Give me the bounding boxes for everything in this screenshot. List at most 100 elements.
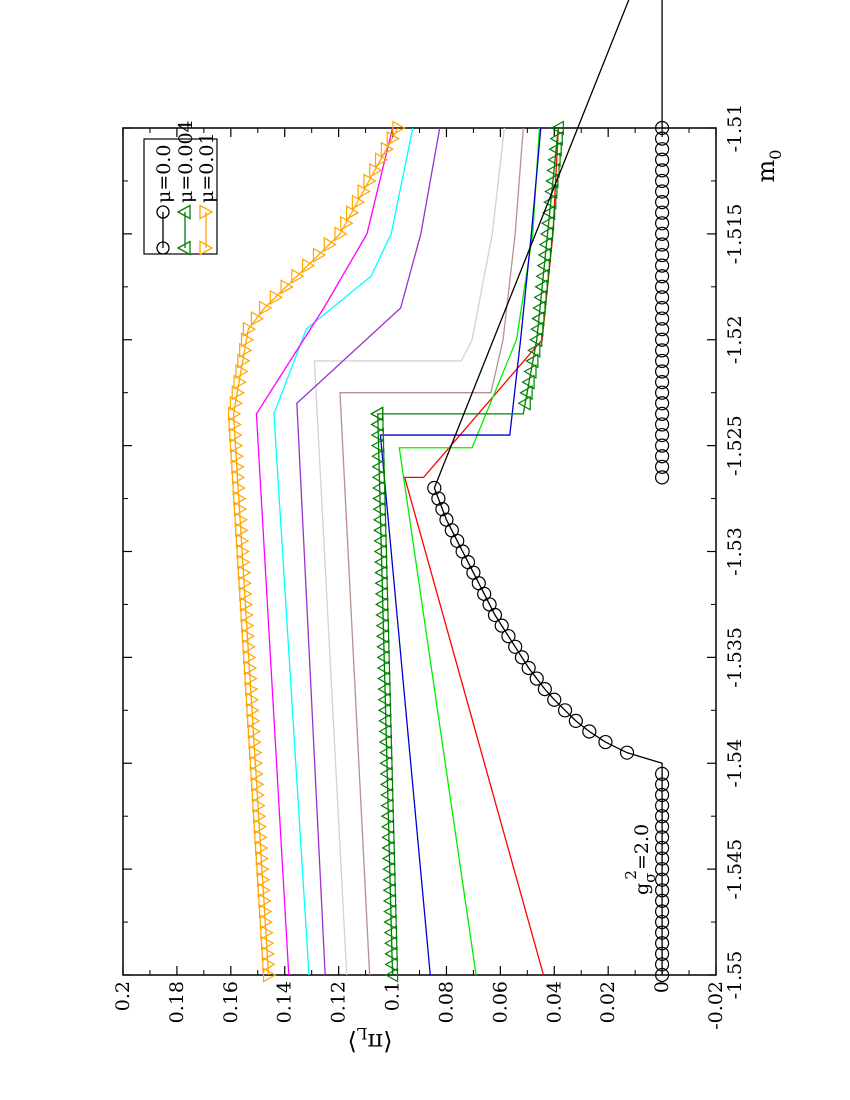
data-point-triangle-up xyxy=(538,236,553,252)
data-point-triangle-down xyxy=(235,363,249,380)
data-point-triangle-up xyxy=(378,723,392,740)
data-point-triangle-down xyxy=(239,596,254,612)
data-point-triangle-down xyxy=(229,438,244,454)
data-point-triangle-down xyxy=(241,628,256,644)
x-tick-label: -1.515 xyxy=(724,203,746,264)
plot-frame xyxy=(122,127,717,976)
data-point-triangle-up xyxy=(532,300,546,316)
data-point-triangle-up xyxy=(373,533,387,549)
data-point-triangle-up xyxy=(374,565,388,581)
data-point-circle xyxy=(654,300,670,316)
data-point-circle xyxy=(494,618,509,633)
data-point-triangle-up xyxy=(535,268,549,284)
data-point-circle xyxy=(654,787,670,803)
data-point-triangle-up xyxy=(546,162,560,178)
data-point-triangle-up xyxy=(521,374,535,390)
data-point-circle xyxy=(654,385,670,400)
data-point-triangle-up xyxy=(517,395,531,411)
data-point-triangle-up xyxy=(529,332,543,348)
data-point-triangle-down xyxy=(227,406,242,422)
data-point-triangle-down xyxy=(251,776,265,792)
data-point-circle xyxy=(654,893,670,908)
legend-entry-mu-001: μ=0.01 xyxy=(196,132,218,256)
data-point-triangle-down xyxy=(258,893,272,909)
y-axis-title: ⟨πL⟩ xyxy=(347,1024,392,1056)
data-point-triangle-up xyxy=(537,247,551,263)
data-point-triangle-down xyxy=(380,141,395,157)
legend-marker-circle xyxy=(156,241,170,255)
data-point-circle xyxy=(654,205,670,220)
data-point-circle xyxy=(654,396,670,411)
data-point-circle xyxy=(654,279,670,294)
data-point-triangle-down xyxy=(334,226,348,242)
data-point-circle xyxy=(654,427,670,443)
data-point-circle xyxy=(654,967,670,983)
data-point-triangle-up xyxy=(378,745,393,761)
data-point-triangle-up xyxy=(381,851,396,867)
data-point-triangle-down xyxy=(386,131,400,147)
data-point-triangle-up xyxy=(519,385,533,401)
y-tick-label: 0.1 xyxy=(382,981,404,1011)
data-point-triangle-down xyxy=(340,215,354,231)
data-point-triangle-down xyxy=(323,236,337,252)
data-point-triangle-up xyxy=(530,321,544,337)
data-point-triangle-down xyxy=(258,300,273,316)
data-point-triangle-up xyxy=(380,787,394,803)
data-point-triangle-up xyxy=(370,438,385,454)
data-point-triangle-down xyxy=(392,120,406,136)
data-point-triangle-down xyxy=(302,258,316,274)
data-point-triangle-down xyxy=(233,491,247,507)
legend-marker-triangle-down xyxy=(199,240,214,256)
data-point-triangle-down xyxy=(363,173,377,189)
data-point-triangle-up xyxy=(370,406,384,422)
data-point-circle xyxy=(439,512,454,527)
data-point-triangle-down xyxy=(238,575,252,591)
data-point-triangle-up xyxy=(375,607,389,623)
data-point-triangle-up xyxy=(523,363,537,380)
legend-marker-triangle-up xyxy=(176,240,191,256)
data-point-triangle-down xyxy=(248,734,262,750)
y-tick-label: -0.02 xyxy=(705,981,727,1030)
data-point-triangle-up xyxy=(547,152,561,168)
data-point-triangle-down xyxy=(234,512,248,528)
data-point-circle xyxy=(654,184,670,199)
data-point-triangle-up xyxy=(377,681,391,697)
data-point-triangle-down xyxy=(231,469,246,485)
data-point-circle xyxy=(514,650,530,665)
data-point-circle xyxy=(654,343,670,358)
data-point-circle xyxy=(508,639,523,654)
data-point-triangle-down xyxy=(241,618,255,634)
data-point-triangle-down xyxy=(261,946,275,962)
data-point-circle xyxy=(654,247,670,263)
data-point-triangle-down xyxy=(253,819,268,835)
data-point-circle xyxy=(654,142,670,157)
data-point-triangle-down xyxy=(245,692,260,708)
data-point-triangle-down xyxy=(262,967,277,983)
data-point-triangle-up xyxy=(373,522,387,538)
data-point-triangle-down xyxy=(257,872,271,888)
data-point-triangle-down xyxy=(251,787,266,803)
data-point-triangle-up xyxy=(370,416,384,432)
legend-marker-triangle-up xyxy=(176,204,191,220)
data-point-triangle-down xyxy=(312,247,327,263)
data-point-triangle-up xyxy=(371,469,385,485)
data-point-triangle-up xyxy=(382,882,396,898)
data-point-triangle-up xyxy=(550,120,564,136)
data-point-triangle-up xyxy=(373,554,388,570)
data-point-circle xyxy=(537,682,552,697)
data-point-circle xyxy=(431,491,446,506)
legend: μ=0.0 μ=0.004 μ=0.01 xyxy=(143,120,218,256)
data-point-circle xyxy=(654,290,670,305)
data-point-triangle-up xyxy=(541,205,556,221)
data-point-circle xyxy=(582,724,597,739)
y-tick-label: 0.08 xyxy=(435,981,457,1023)
legend-entry-mu-0: μ=0.0 xyxy=(153,145,175,255)
data-point-triangle-up xyxy=(381,829,395,845)
data-point-triangle-up xyxy=(375,628,390,644)
x-axis-title: m0 xyxy=(752,150,785,183)
data-point-triangle-down xyxy=(239,586,253,602)
data-point-triangle-down xyxy=(374,152,389,168)
data-point-circle xyxy=(654,406,670,421)
data-point-triangle-up xyxy=(384,946,398,962)
series-line xyxy=(403,127,559,976)
